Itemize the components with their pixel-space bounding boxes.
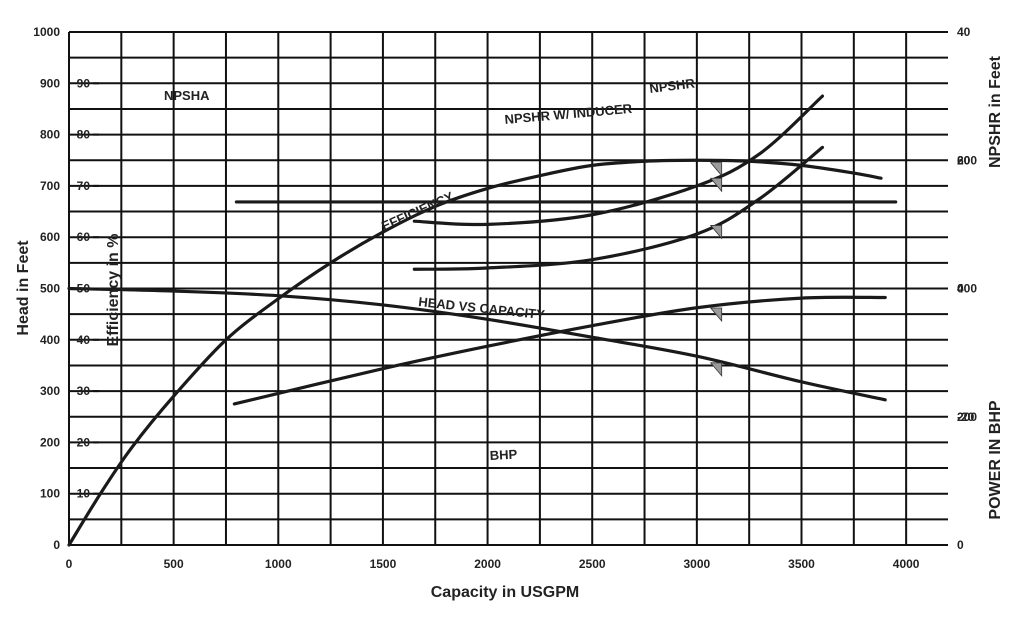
grid bbox=[68, 31, 948, 546]
npshr-inducer-curve bbox=[412, 145, 825, 271]
x-tick-label: 500 bbox=[164, 557, 184, 571]
bep-marker bbox=[709, 225, 723, 240]
npshr-inducer-label: NPSHR W/ INDUCER bbox=[504, 101, 633, 127]
head-tick-label: 0 bbox=[53, 538, 60, 552]
tick-labels: 0 500 1000 1500 2000 2500 3000 3500 400001002003… bbox=[33, 25, 977, 571]
npshr-label: NPSHR bbox=[649, 75, 697, 96]
efficiency-tick-label: 50 bbox=[77, 282, 91, 296]
npsh-tick-label: 20 bbox=[957, 153, 971, 167]
head-tick-label: 200 bbox=[40, 435, 60, 449]
efficiency-curve bbox=[67, 158, 883, 547]
efficiency-tick-label: 30 bbox=[77, 384, 91, 398]
bhp-curve bbox=[232, 295, 887, 406]
bep-markers bbox=[709, 162, 723, 377]
power-tick-label: 600 bbox=[957, 153, 977, 167]
curves bbox=[67, 94, 898, 547]
bep-marker bbox=[709, 162, 723, 177]
head-tick-label: 400 bbox=[40, 333, 60, 347]
npsha-label: NPSHA bbox=[164, 88, 210, 103]
x-tick-label: 4000 bbox=[893, 557, 920, 571]
power-tick-label: 200 bbox=[957, 410, 977, 424]
power-tick-label: 400 bbox=[957, 282, 977, 296]
head-tick-label: 600 bbox=[40, 230, 60, 244]
npsh-tick-label: 0 bbox=[957, 282, 964, 296]
head-capacity-curve bbox=[67, 286, 887, 402]
x-tick-label: 2500 bbox=[579, 557, 606, 571]
head-tick-label: 500 bbox=[40, 282, 60, 296]
x-tick-label: 3000 bbox=[684, 557, 711, 571]
head-axis-title: Head in Feet bbox=[15, 240, 32, 336]
x-tick-label: 0 bbox=[66, 557, 73, 571]
efficiency-tick-label: 70 bbox=[77, 179, 91, 193]
efficiency-tick-label: 40 bbox=[77, 333, 91, 347]
efficiency-tick-label: 20 bbox=[77, 435, 91, 449]
bhp-label: BHP bbox=[489, 447, 518, 463]
bep-marker bbox=[709, 177, 723, 193]
bep-marker bbox=[709, 362, 723, 377]
x-tick-label: 3500 bbox=[788, 557, 815, 571]
bep-marker bbox=[709, 307, 723, 323]
head-tick-label: 700 bbox=[40, 179, 60, 193]
head-tick-label: 300 bbox=[40, 384, 60, 398]
npshr-axis-title: NPSHR in Feet bbox=[987, 55, 1004, 168]
npsh-tick-label: -20 bbox=[957, 410, 975, 424]
head-tick-label: 1000 bbox=[33, 25, 60, 39]
x-axis-title: Capacity in USGPM bbox=[431, 584, 579, 601]
x-tick-label: 2000 bbox=[474, 557, 501, 571]
npsh-tick-label: 40 bbox=[957, 25, 971, 39]
x-tick-label: 1500 bbox=[370, 557, 397, 571]
efficiency-axis-title: Efficiency in % bbox=[105, 234, 122, 347]
efficiency-tick-label: 90 bbox=[77, 76, 91, 90]
head-tick-label: 800 bbox=[40, 128, 60, 142]
efficiency-tick-label: 80 bbox=[77, 128, 91, 142]
efficiency-tick-label: 60 bbox=[77, 230, 91, 244]
x-tick-label: 1000 bbox=[265, 557, 292, 571]
power-tick-label: 0 bbox=[957, 538, 964, 552]
head-tick-label: 900 bbox=[40, 76, 60, 90]
head-tick-label: 100 bbox=[40, 487, 60, 501]
efficiency-tick-label: 10 bbox=[77, 487, 91, 501]
power-axis-title: POWER IN BHP bbox=[987, 400, 1004, 519]
